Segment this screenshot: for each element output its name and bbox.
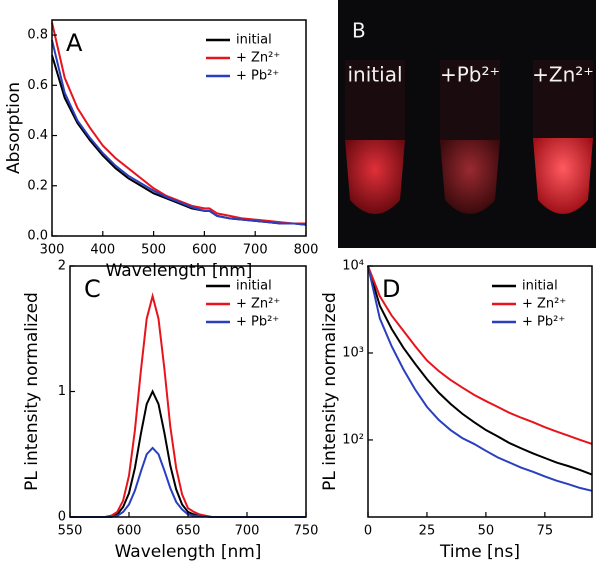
x-tick-label: 800 — [294, 243, 319, 258]
x-tick-label: 50 — [478, 524, 495, 539]
legend-label: + Pb²⁺ — [236, 315, 279, 330]
panel-letter: B — [352, 19, 366, 43]
x-axis-label: Wavelength [nm] — [115, 542, 262, 562]
tube-label: +Pb²⁺ — [440, 63, 500, 87]
legend-label: + Pb²⁺ — [236, 69, 279, 84]
x-tick-label: 400 — [90, 243, 115, 258]
x-tick-label: 700 — [235, 524, 260, 539]
y-tick-label: 10³ — [342, 345, 364, 360]
y-tick-label: 10⁴ — [342, 259, 364, 274]
x-axis-label: Time [ns] — [439, 542, 520, 562]
y-tick-label: 10² — [342, 432, 364, 447]
x-tick-label: 25 — [419, 524, 436, 539]
tube — [345, 140, 405, 214]
x-axis-label: Wavelength [nm] — [106, 261, 253, 281]
legend-label: + Pb²⁺ — [522, 315, 565, 330]
legend-label: + Zn²⁺ — [522, 297, 566, 312]
legend-label: initial — [522, 279, 558, 294]
legend-label: initial — [236, 279, 272, 294]
x-tick-label: 500 — [141, 243, 166, 258]
y-tick-label: 0.8 — [27, 28, 48, 43]
y-tick-label: 0 — [58, 510, 66, 525]
data-line — [51, 39, 307, 226]
legend-label: + Zn²⁺ — [236, 51, 280, 66]
x-tick-label: 75 — [537, 524, 554, 539]
x-tick-label: 0 — [364, 524, 372, 539]
y-tick-label: 0.6 — [27, 78, 48, 93]
y-axis-label: Absorption — [4, 82, 24, 174]
panel-letter: D — [382, 275, 400, 303]
photo-panel: B initial +Pb²⁺ +Zn²⁺ — [338, 0, 596, 248]
tube-label: initial — [348, 63, 403, 87]
plot-frame — [51, 19, 307, 237]
legend-label: initial — [236, 33, 272, 48]
tube-label: +Zn²⁺ — [532, 63, 594, 87]
y-tick-label: 2 — [58, 259, 66, 274]
data-line — [367, 265, 593, 445]
y-tick-label: 0.0 — [27, 229, 48, 244]
data-line — [367, 265, 593, 476]
data-line — [51, 22, 306, 225]
data-line — [367, 265, 593, 492]
x-tick-label: 750 — [294, 524, 319, 539]
tube — [440, 140, 500, 214]
x-tick-label: 550 — [58, 524, 83, 539]
tube — [533, 138, 593, 214]
y-tick-label: 0.4 — [27, 128, 48, 143]
y-tick-label: 1 — [58, 384, 66, 399]
x-tick-label: 600 — [117, 524, 142, 539]
plot-frame — [367, 265, 593, 518]
panel-letter: C — [84, 275, 101, 303]
y-axis-label: PL intensity normalized — [22, 292, 42, 491]
x-tick-label: 700 — [243, 243, 268, 258]
tube-top — [345, 60, 593, 140]
data-line — [70, 389, 306, 518]
y-axis-label: PL intensity normalized — [320, 292, 340, 491]
panel-letter: A — [66, 29, 83, 57]
y-tick-label: 0.2 — [27, 178, 48, 193]
x-tick-label: 600 — [192, 243, 217, 258]
legend-label: + Zn²⁺ — [236, 297, 280, 312]
x-tick-label: 300 — [40, 243, 65, 258]
x-tick-label: 650 — [176, 524, 201, 539]
